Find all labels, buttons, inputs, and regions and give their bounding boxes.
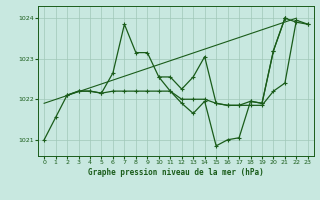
X-axis label: Graphe pression niveau de la mer (hPa): Graphe pression niveau de la mer (hPa) <box>88 168 264 177</box>
